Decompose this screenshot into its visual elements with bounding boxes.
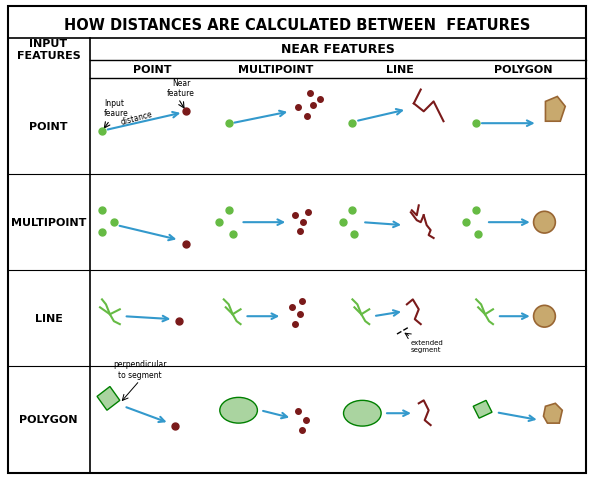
Text: POINT: POINT [29,122,68,132]
Ellipse shape [533,306,555,327]
Polygon shape [473,400,492,418]
Text: perpendicular
to segment: perpendicular to segment [113,360,166,379]
Text: LINE: LINE [386,65,413,74]
Ellipse shape [343,400,381,426]
Text: LINE: LINE [34,313,62,324]
Text: Input
feaure: Input feaure [104,99,129,118]
Text: distance: distance [120,110,154,127]
Text: POINT: POINT [132,65,171,74]
Text: MULTIPOINT: MULTIPOINT [238,65,314,74]
Text: Near
feature: Near feature [168,79,195,98]
Text: extended
segment: extended segment [411,339,444,352]
Text: HOW DISTANCES ARE CALCULATED BETWEEN  FEATURES: HOW DISTANCES ARE CALCULATED BETWEEN FEA… [64,18,530,33]
Polygon shape [544,404,563,423]
Ellipse shape [220,397,257,423]
Text: POLYGON: POLYGON [494,65,553,74]
Text: MULTIPOINT: MULTIPOINT [11,218,86,228]
Ellipse shape [533,212,555,234]
Polygon shape [97,387,120,410]
Text: NEAR FEATURES: NEAR FEATURES [281,43,395,56]
Polygon shape [545,97,565,122]
FancyBboxPatch shape [8,7,586,473]
Text: INPUT
FEATURES: INPUT FEATURES [17,39,80,60]
Text: POLYGON: POLYGON [19,414,78,424]
